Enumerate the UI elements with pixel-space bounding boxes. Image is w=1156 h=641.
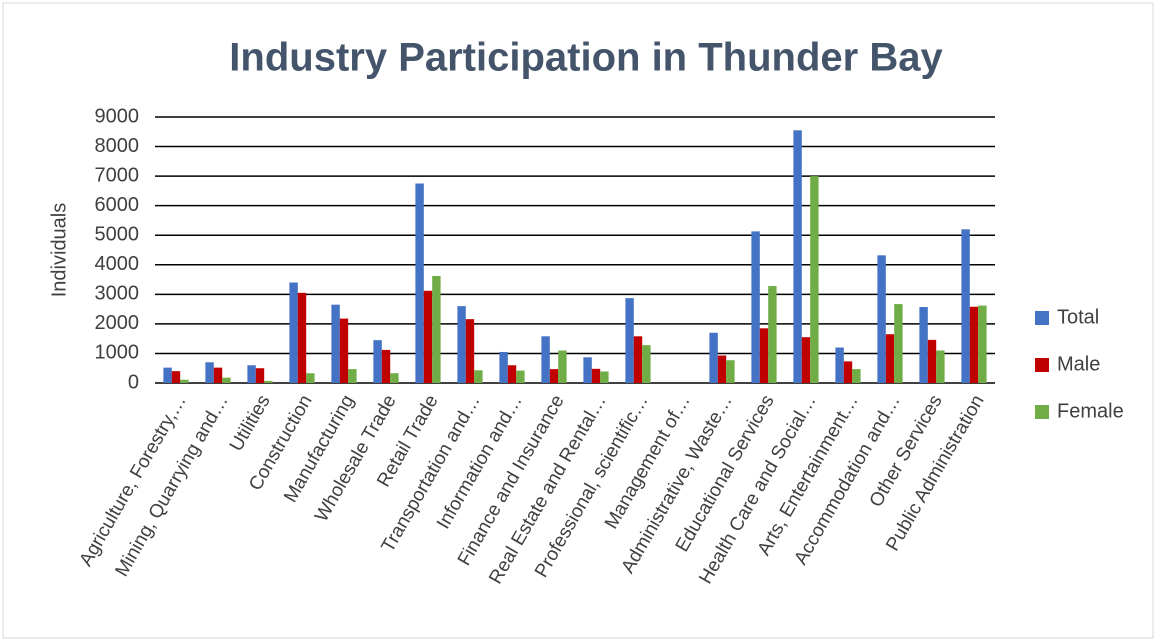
bar xyxy=(894,304,903,383)
chart-title: Industry Participation in Thunder Bay xyxy=(229,36,943,80)
bar xyxy=(507,365,517,383)
bar xyxy=(516,370,525,383)
bar xyxy=(247,365,256,383)
y-tick-label: 4000 xyxy=(95,253,140,275)
bar xyxy=(465,319,475,383)
y-tick-label: 7000 xyxy=(95,164,140,186)
bar xyxy=(289,282,298,383)
legend-swatch xyxy=(1035,358,1049,372)
bar xyxy=(936,350,945,383)
y-tick-label: 3000 xyxy=(95,283,140,305)
bar xyxy=(927,339,937,383)
bar xyxy=(306,373,315,383)
legend-swatch xyxy=(1035,311,1049,325)
bar xyxy=(591,368,601,383)
bar xyxy=(474,370,483,383)
bar xyxy=(339,318,349,383)
bar xyxy=(255,368,265,383)
bar xyxy=(793,130,802,383)
bar xyxy=(499,351,508,383)
bar xyxy=(843,361,853,383)
bar xyxy=(852,369,861,383)
bar xyxy=(163,367,172,383)
bar xyxy=(180,379,189,383)
legend-label: Female xyxy=(1057,400,1124,422)
bar xyxy=(423,290,433,383)
bar xyxy=(633,336,643,383)
legend-label: Male xyxy=(1057,353,1100,375)
bar xyxy=(171,371,181,383)
bar xyxy=(549,369,559,383)
bar xyxy=(541,336,550,383)
bar xyxy=(877,255,886,383)
bar xyxy=(625,298,634,383)
y-tick-label: 9000 xyxy=(95,105,140,127)
bar xyxy=(978,305,987,383)
bar xyxy=(205,362,214,383)
bar xyxy=(213,367,223,383)
y-tick-label: 5000 xyxy=(95,224,140,246)
bar xyxy=(709,332,718,383)
y-tick-label: 8000 xyxy=(95,135,140,157)
y-tick-label: 2000 xyxy=(95,312,140,334)
bar xyxy=(768,286,777,383)
bar xyxy=(717,355,727,383)
bar xyxy=(222,377,231,383)
y-tick-label: 1000 xyxy=(95,342,140,364)
bar xyxy=(457,306,466,383)
bar xyxy=(583,357,592,383)
y-tick-label: 6000 xyxy=(95,194,140,216)
bar xyxy=(751,231,760,383)
bar xyxy=(432,276,441,383)
bar xyxy=(835,347,844,383)
bar xyxy=(600,371,609,383)
bar xyxy=(961,229,970,383)
bar xyxy=(810,176,819,383)
bar xyxy=(558,350,567,383)
bar xyxy=(919,307,928,383)
legend-label: Total xyxy=(1057,306,1099,328)
bar xyxy=(726,360,735,383)
y-tick-label: 0 xyxy=(128,371,139,393)
bar xyxy=(642,345,651,383)
legend-swatch xyxy=(1035,405,1049,419)
bar xyxy=(381,349,391,383)
bar xyxy=(373,340,382,383)
bar xyxy=(415,183,424,383)
bar xyxy=(969,306,979,383)
bar xyxy=(885,334,895,383)
bar xyxy=(297,292,307,383)
bar xyxy=(331,304,340,383)
bar xyxy=(801,337,811,383)
bar xyxy=(390,373,399,383)
y-axis-label: Individuals xyxy=(48,203,70,298)
bar xyxy=(759,328,769,383)
bar xyxy=(348,369,357,383)
bar xyxy=(264,380,273,383)
